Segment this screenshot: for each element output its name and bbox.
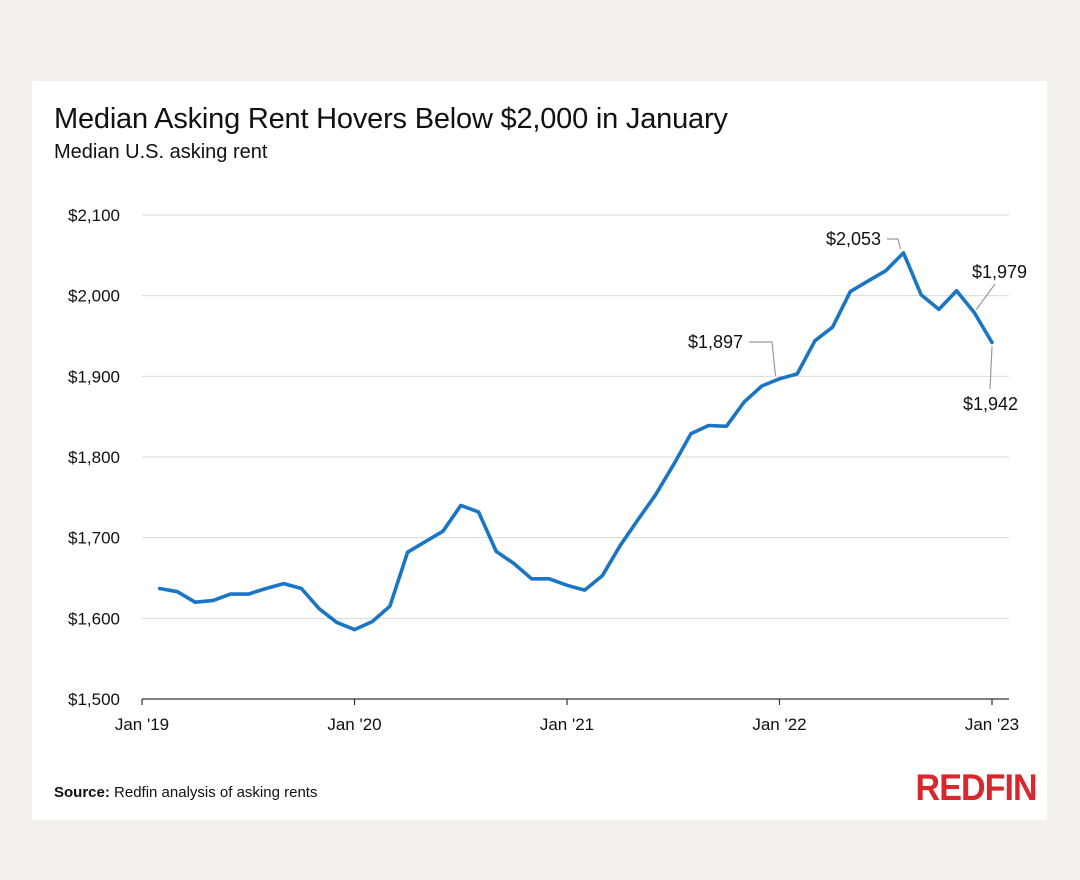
chart-card: Median Asking Rent Hovers Below $2,000 i… [32, 81, 1047, 820]
y-tick-label: $2,100 [68, 206, 120, 225]
callout-label: $1,979 [972, 262, 1027, 282]
source-text: Redfin analysis of asking rents [114, 784, 318, 801]
callout-leader-line [749, 341, 777, 376]
callout-leader-line [975, 283, 996, 310]
line-chart: $1,500 $1,600 $1,700 $1,800 $1,900 $2,000 $2,1… [68, 206, 1027, 734]
callout-leader-line [887, 238, 902, 250]
callout-label: $1,942 [963, 394, 1018, 414]
y-tick-label: $1,800 [68, 448, 120, 467]
redfin-logo: REDFIN [915, 767, 1038, 808]
y-tick-label: $1,700 [68, 529, 120, 548]
source-label: Source: [54, 784, 110, 801]
source-note: Source: Redfin analysis of asking rents [54, 784, 317, 801]
y-tick-label: $1,500 [68, 690, 120, 709]
x-tick-label: Jan '23 [965, 715, 1019, 734]
callout-label: $1,897 [688, 332, 743, 352]
chart-title: Median Asking Rent Hovers Below $2,000 i… [54, 103, 728, 135]
rent-series-line [157, 251, 994, 632]
x-tick-label: Jan '20 [327, 715, 381, 734]
x-tick-label: Jan '22 [752, 715, 806, 734]
y-tick-label: $2,000 [68, 287, 120, 306]
callout-label: $2,053 [826, 229, 881, 249]
callout-leader-line [989, 346, 993, 390]
x-tick-label: Jan '19 [115, 715, 169, 734]
y-tick-label: $1,900 [68, 367, 120, 386]
chart-subtitle: Median U.S. asking rent [54, 141, 268, 163]
y-tick-label: $1,600 [68, 609, 120, 628]
x-tick-label: Jan '21 [540, 715, 594, 734]
